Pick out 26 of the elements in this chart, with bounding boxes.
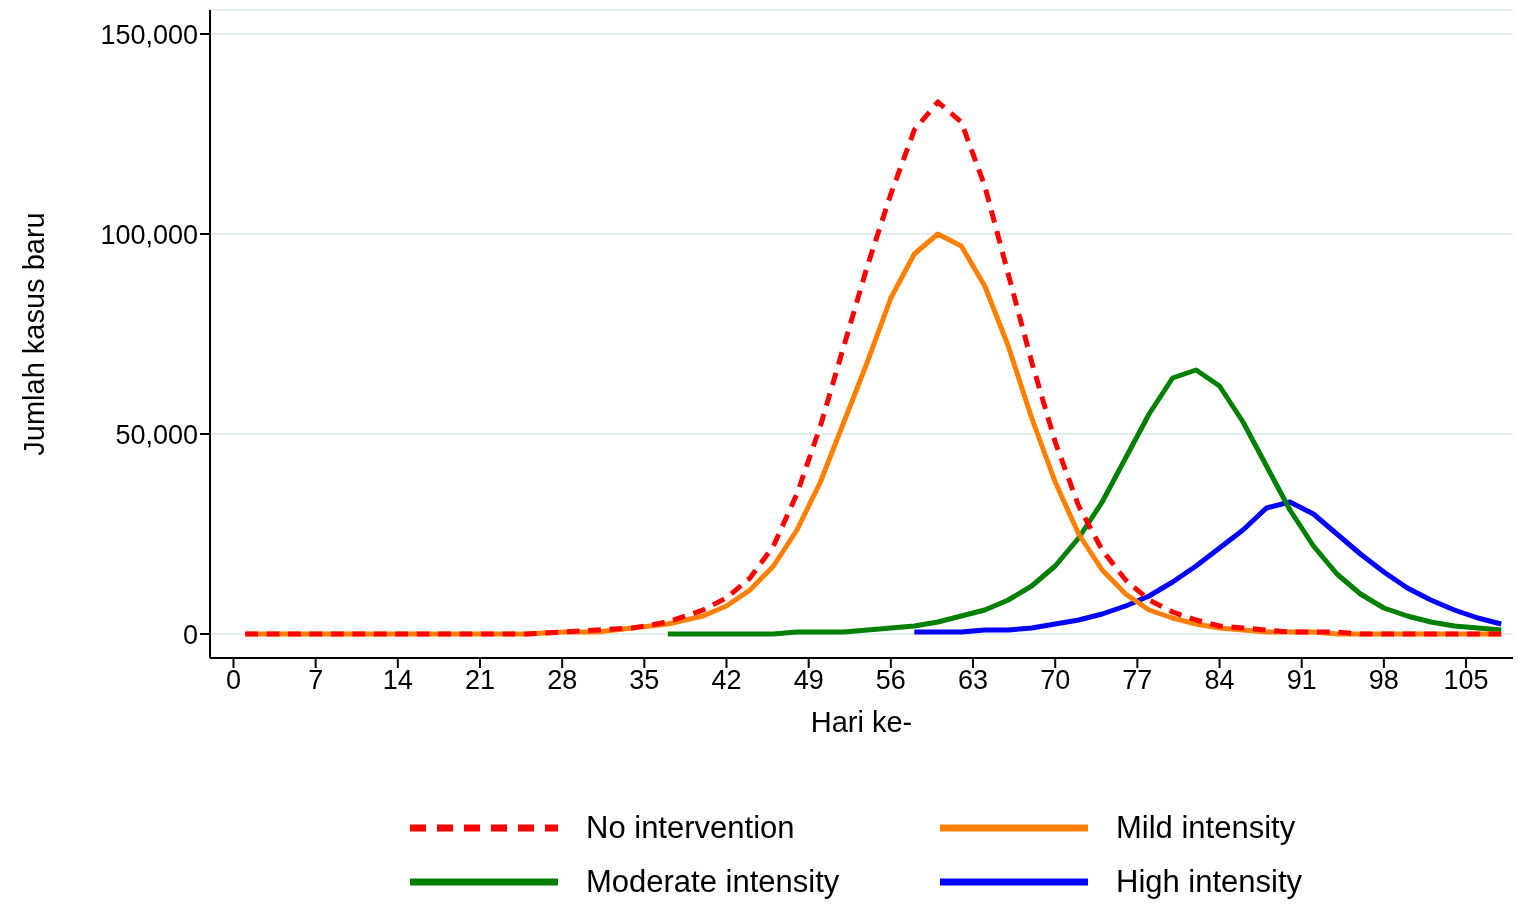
x-tick-label: 105 [1443,665,1489,696]
x-tick-label: 56 [875,665,906,696]
x-tick-label: 63 [957,665,989,696]
x-tick-label: 7 [308,665,324,696]
y-tick-label: 50,000 [115,419,198,450]
legend-label: No intervention [586,810,795,846]
x-tick-label: 42 [711,665,742,696]
legend-label: Moderate intensity [586,864,840,900]
legend-label: Mild intensity [1116,810,1296,846]
x-tick-label: 49 [793,665,824,696]
x-tick-label: 0 [225,665,241,696]
legend-label: High intensity [1116,864,1303,900]
x-tick-label: 98 [1368,665,1399,696]
x-tick-label: 91 [1286,665,1317,696]
x-tick-label: 14 [382,665,413,696]
y-axis-title: Jumlah kasus baru [18,212,51,456]
y-tick-label: 0 [182,619,198,650]
x-tick-label: 28 [547,665,578,696]
x-tick-label: 84 [1204,665,1235,696]
y-tick-label: 150,000 [100,19,198,50]
x-tick-label: 70 [1040,665,1071,696]
x-tick-label: 77 [1122,665,1153,696]
x-axis-title: Hari ke- [810,706,913,738]
x-tick-label: 35 [629,665,660,696]
x-tick-label: 21 [464,665,496,696]
y-tick-label: 100,000 [100,219,198,250]
